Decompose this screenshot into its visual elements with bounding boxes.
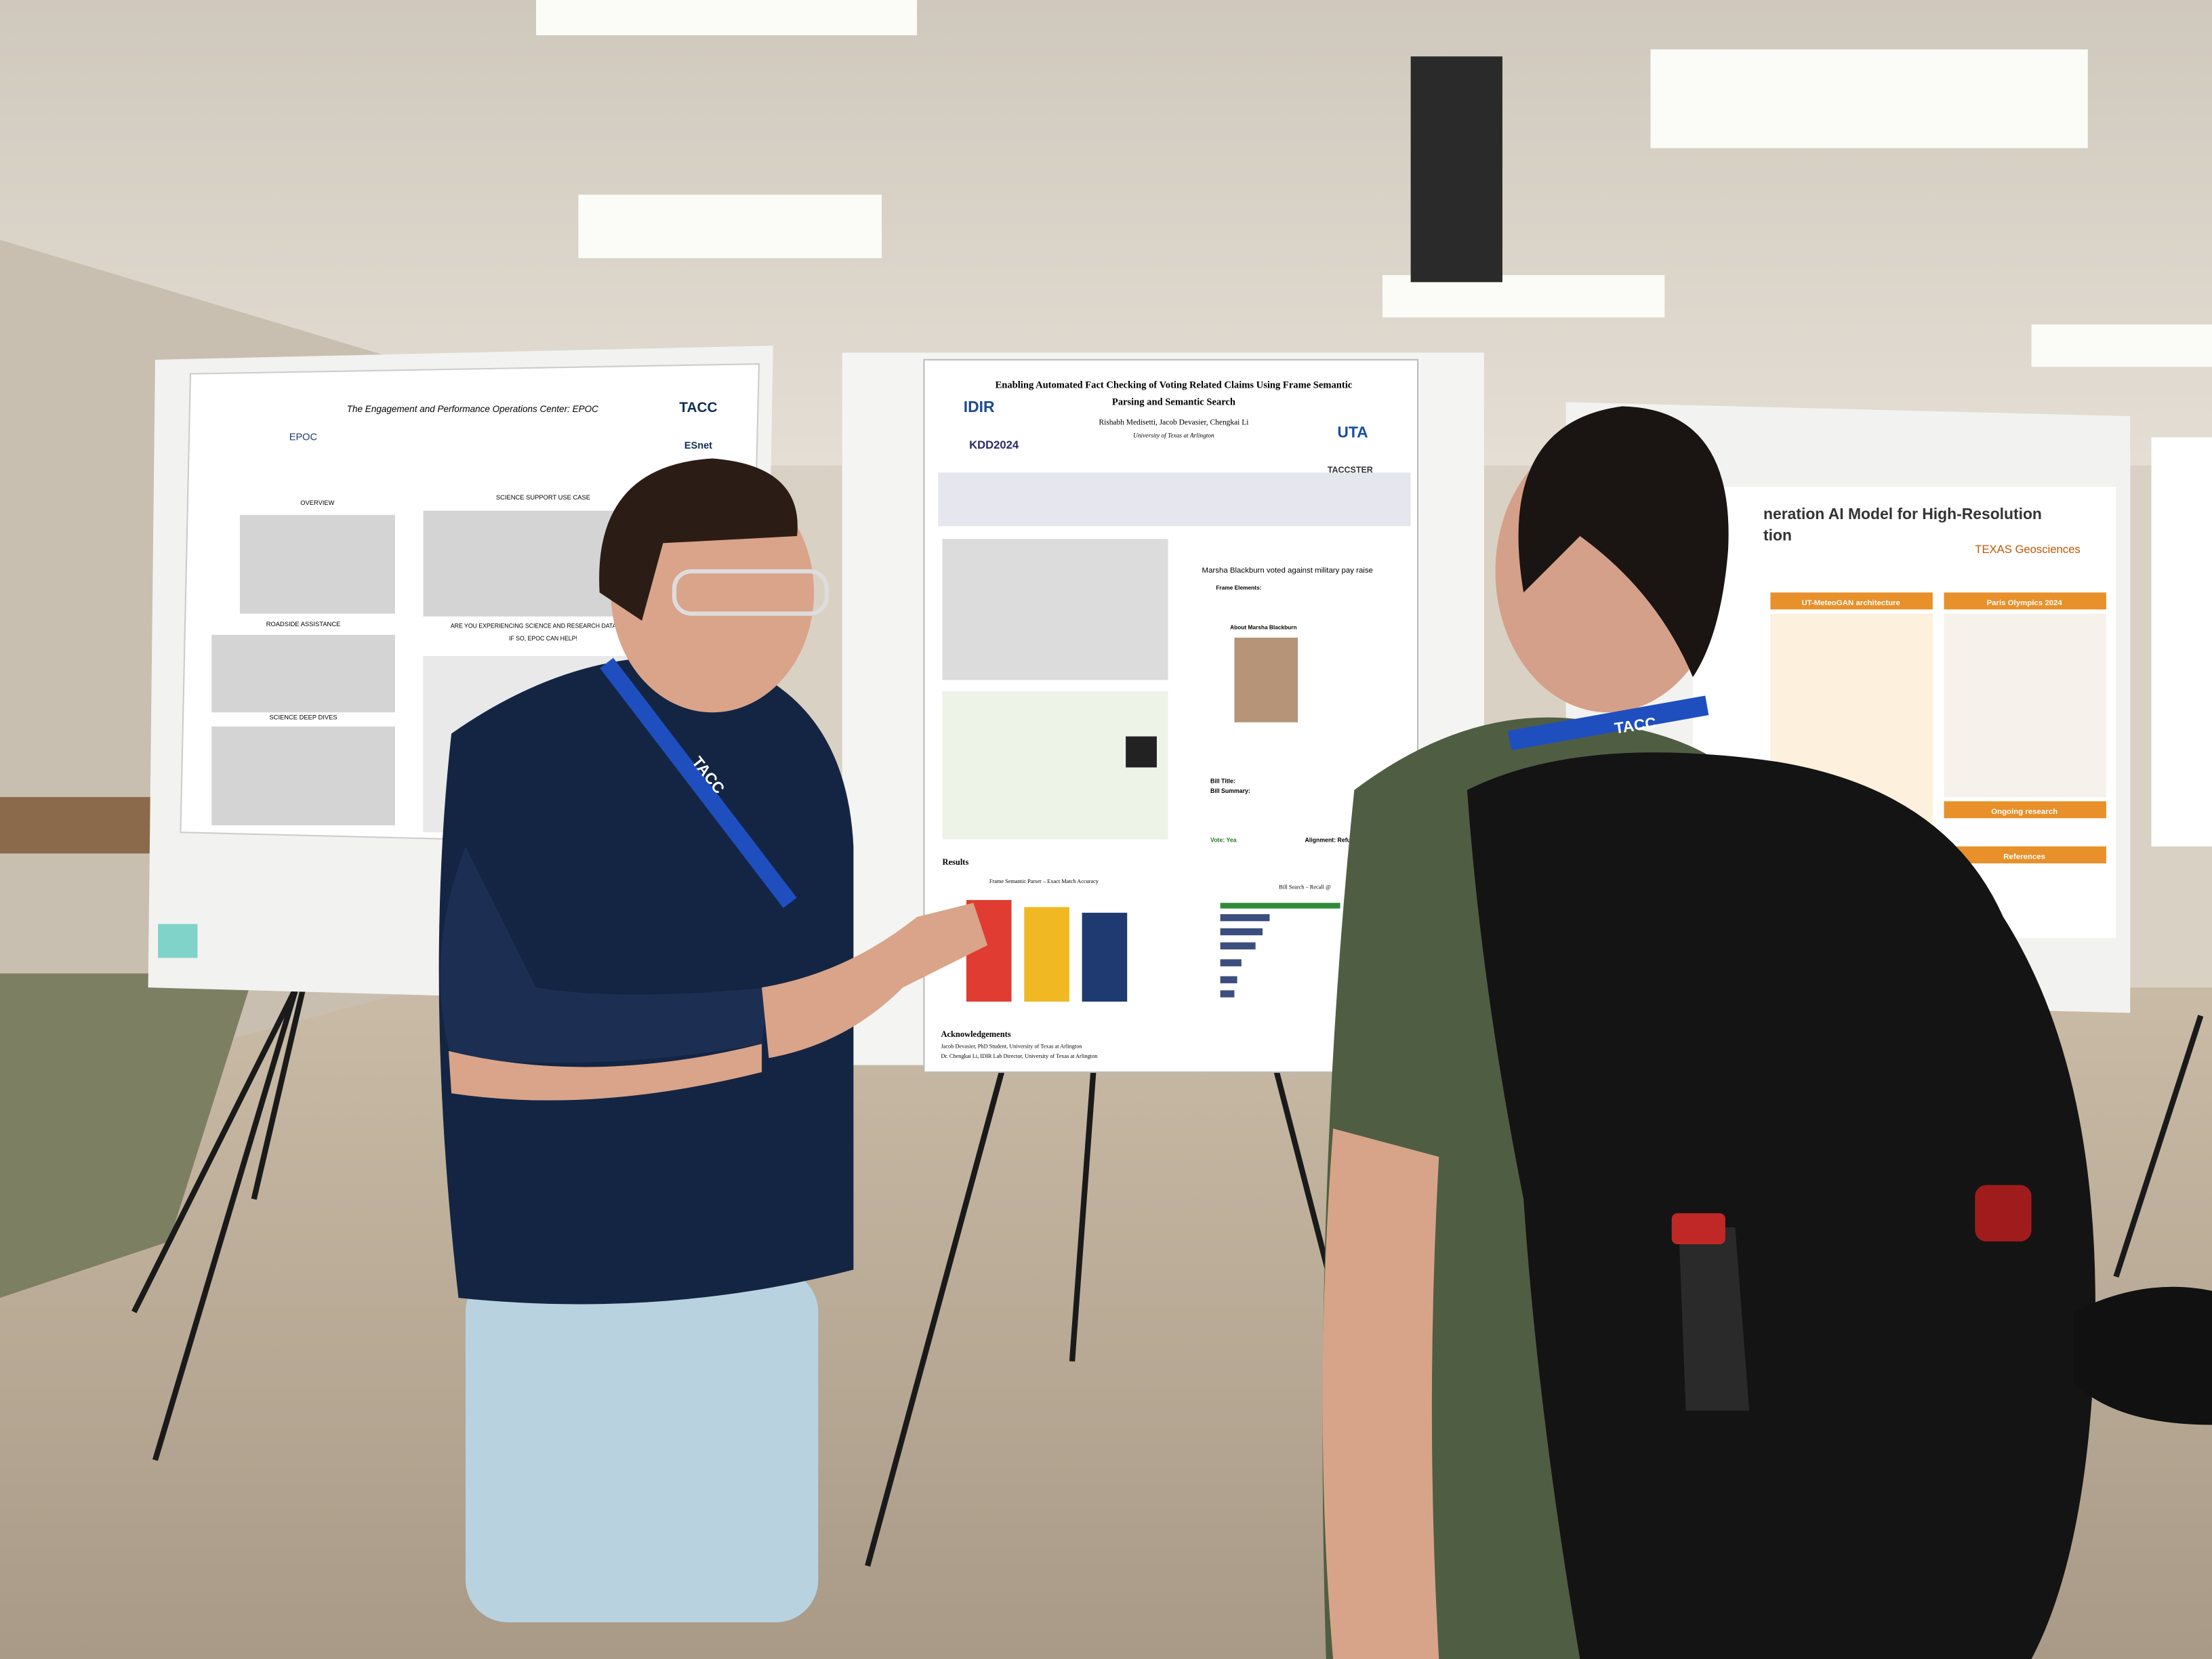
poster-bar (1024, 907, 1069, 1002)
poster-bar (1082, 912, 1128, 1002)
easel-legs (131, 986, 2204, 1567)
label: Frame Elements: (1216, 584, 1261, 591)
poster-title: Parsing and Semantic Search (1112, 396, 1235, 407)
body-text (942, 539, 1168, 680)
section-heading: UT-MeteoGAN architecture (1801, 599, 1900, 607)
lanyard (600, 657, 797, 908)
label: Alignment: Refuting (1305, 837, 1361, 844)
chart-title: Frame Semantic Parser – Exact Match Accu… (989, 878, 1099, 884)
label: Vote: Yea (1210, 837, 1237, 844)
hands (762, 903, 988, 1059)
camera (1410, 56, 1502, 283)
logo: EPOC (289, 432, 317, 443)
ack: Jacob Devasier, PhD Student, University … (941, 1044, 1082, 1050)
logo: TACC (679, 400, 717, 415)
poster-title: The Engagement and Performance Operation… (347, 404, 598, 414)
center-poster: Enabling Automated Fact Checking of Voti… (842, 352, 1484, 1073)
logo: ESnet (684, 441, 712, 451)
backpack (1467, 752, 2095, 1659)
ceiling-light (2031, 324, 2212, 367)
section-heading: Results (943, 857, 969, 867)
wall-rail (0, 797, 177, 854)
badge (1975, 1185, 2032, 1242)
section-heading: SCIENCE SUPPORT USE CASE (496, 494, 590, 501)
ack: Dr. Chengkai Li, IDIR Lab Director, Univ… (941, 1053, 1098, 1059)
label: Bill Title: (1210, 777, 1235, 784)
arm (1322, 1128, 1439, 1659)
abstract (938, 472, 1411, 527)
logo: KDD2024 (969, 438, 1019, 451)
ceiling-light (536, 0, 918, 36)
hair (1518, 406, 1729, 678)
ceiling-light (1650, 49, 2088, 148)
glasses (672, 569, 829, 616)
forearm (448, 1044, 762, 1101)
section-heading: ROADSIDE ASSISTANCE (266, 621, 341, 628)
logo: TEXAS Geosciences (1975, 543, 2080, 556)
claim: Marsha Blackburn voted against military … (1202, 567, 1373, 575)
ceiling-light (578, 194, 882, 258)
label: Bill Summary: (1210, 787, 1250, 794)
portrait (1234, 637, 1298, 722)
logo: UTA (1337, 423, 1368, 441)
poster-title: Enabling Automated Fact Checking of Voti… (996, 380, 1353, 390)
section-heading: References (2003, 853, 2045, 861)
poster-title: tion (1763, 526, 1792, 544)
lanyard (1507, 695, 1709, 751)
section-heading: OVERVIEW (300, 499, 334, 506)
shirt (438, 657, 854, 1305)
authors: Rishabh Medisetti, Jacob Devasier, Cheng… (1099, 419, 1248, 427)
hair (599, 458, 798, 621)
person-left: TACC (438, 458, 988, 1622)
bottle-cap (1671, 1213, 1725, 1244)
callout: ARE YOU EXPERIENCING SCIENCE AND RESEARC… (451, 622, 664, 629)
poster-title: neration AI Model for High-Resolution (1763, 505, 2042, 523)
qr-code (1126, 736, 1157, 768)
section-heading: Acknowledgements (941, 1029, 1010, 1039)
callout: IF SO, EPOC CAN HELP! (509, 635, 577, 642)
floor-strip (0, 973, 254, 1298)
floor-bag (2074, 1286, 2212, 1425)
far-poster (2151, 437, 2212, 846)
person-right: TACC (1322, 406, 2095, 1659)
sticky-note (158, 924, 198, 958)
shorts (465, 1269, 819, 1622)
affiliation: University of Texas at Arlington (1133, 432, 1214, 439)
bottle (1679, 1227, 1750, 1411)
chart-title: Bill Search – Recall @ (1279, 884, 1331, 890)
section-heading: Ongoing research (1991, 808, 2057, 816)
figure (1944, 613, 2106, 798)
logo: IDIR (964, 398, 995, 415)
section-heading: Paris Olympics 2024 (1987, 599, 2063, 607)
logo: TACCSTER (1328, 465, 1373, 474)
label: About Marsha Blackburn (1230, 623, 1296, 630)
section-heading: SCIENCE DEEP DIVES (269, 714, 337, 721)
poster-hbars (1220, 903, 1340, 998)
